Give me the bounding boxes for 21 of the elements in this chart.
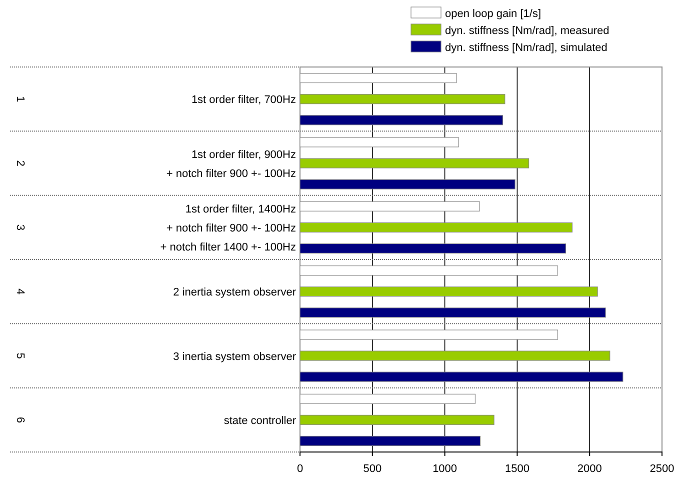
x-tick-label: 0 [296, 463, 304, 476]
text: 1 [14, 96, 26, 102]
text: 4 [14, 288, 26, 295]
text: 3 [14, 224, 26, 230]
y-tick-label: 1st order filter, 1400Hz + notch filter 900 +- 100Hz + notch filter 1400 +- 100Hz [160, 203, 296, 254]
text: 2 [14, 160, 26, 166]
y-tick-label: 1st order filter, 700Hz [191, 94, 296, 106]
y-tick-label: 1st order filter, 900Hz + notch filter 900 +- 100Hz [166, 148, 296, 180]
y-tick-label: state controller [224, 414, 296, 427]
text: 5 [14, 352, 26, 359]
y-tick-label: 2 inertia system observer [173, 286, 296, 299]
legend-label: dyn. stiffness [Nm/rad], simulated [445, 42, 608, 54]
x-tick-label: 2000 [577, 463, 602, 476]
x-tick-label: 500 [363, 463, 382, 476]
legend-label: open loop gain [1/s] [445, 8, 542, 20]
x-tick-label: 2500 [650, 463, 674, 476]
legend-label: dyn. stiffness [Nm/rad], measured [445, 25, 610, 37]
y-tick-label: 3 inertia system observer [173, 350, 296, 363]
x-tick-label: 1000 [432, 463, 458, 476]
x-tick-label: 1500 [504, 463, 530, 476]
text: 6 [14, 416, 26, 423]
